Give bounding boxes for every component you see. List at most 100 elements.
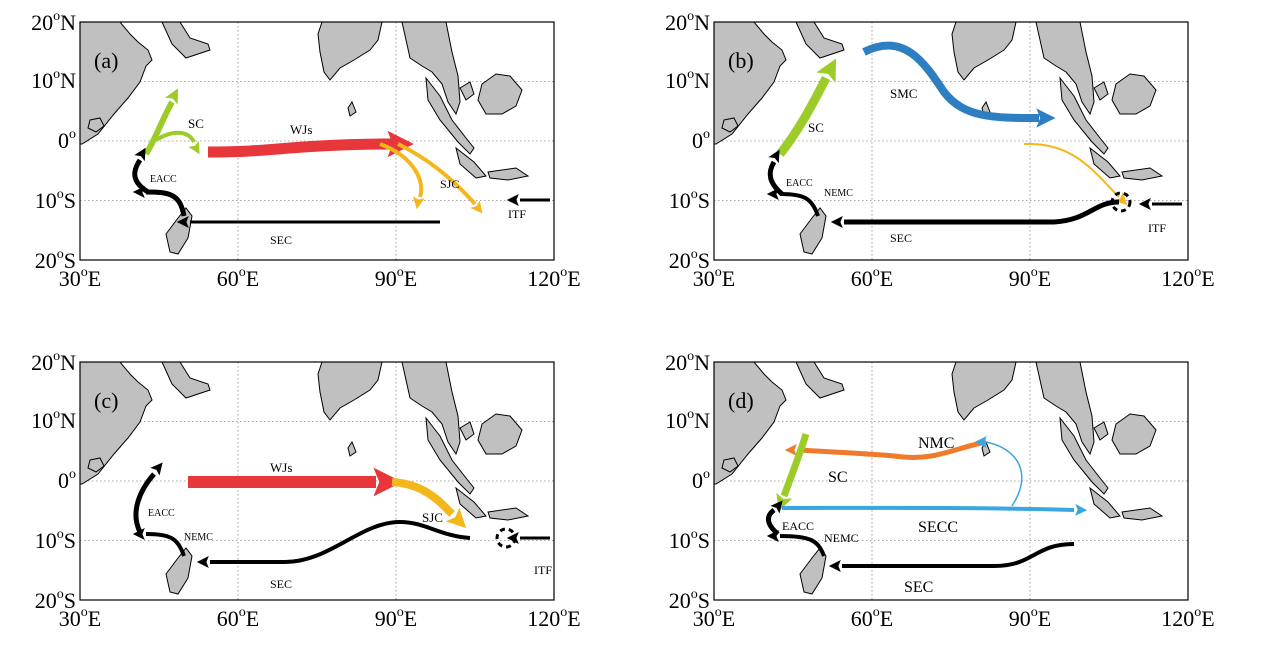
panel-label: (d) bbox=[728, 388, 754, 413]
arrowhead bbox=[412, 196, 425, 210]
lat-tick-label: 20oN bbox=[31, 349, 76, 375]
itf-arrow bbox=[1138, 198, 1182, 210]
arrowhead bbox=[132, 528, 145, 540]
panel-label: (c) bbox=[94, 388, 118, 413]
label-sc: SC bbox=[828, 469, 848, 486]
lat-tick-label: 20oS bbox=[35, 247, 76, 273]
eacc-arrow bbox=[133, 462, 163, 534]
lat-tick-label: 20oS bbox=[669, 587, 710, 613]
lat-tick-label: 10oS bbox=[669, 527, 710, 553]
arrowhead bbox=[828, 560, 841, 572]
currents bbox=[132, 88, 550, 228]
nemc-arrow bbox=[132, 528, 186, 557]
arrowhead bbox=[768, 149, 780, 164]
arrowhead bbox=[176, 216, 189, 228]
wjs-arrow bbox=[188, 467, 403, 497]
arrowhead bbox=[830, 216, 843, 228]
map-frame bbox=[713, 361, 1189, 601]
lon-tick-label: 120oE bbox=[1161, 265, 1214, 291]
itf-eddy-circle bbox=[495, 527, 517, 549]
lon-tick-label: 30oE bbox=[59, 265, 101, 291]
lat-tick-labels: 20oN 10oN 0o 10oS 20oS bbox=[31, 349, 76, 613]
label-sec: SEC bbox=[890, 231, 912, 245]
lat-tick-labels: 20oN 10oN 0o 10oS 20oS bbox=[31, 9, 76, 273]
lon-tick-labels: 30oE 60oE 90oE 120oE bbox=[693, 265, 1215, 291]
map-svg: 20oN 10oN 0o 10oS 20oS 30oE 60oE 90oE 120oE SMC… bbox=[665, 9, 1215, 291]
lat-tick-label: 0o bbox=[692, 467, 710, 493]
label-sjc: SJC bbox=[440, 177, 459, 191]
arrowhead bbox=[784, 444, 797, 456]
lon-tick-label: 30oE bbox=[693, 265, 735, 291]
lon-tick-label: 60oE bbox=[851, 265, 893, 291]
lat-tick-label: 20oS bbox=[35, 587, 76, 613]
nemc-arrow bbox=[766, 188, 820, 217]
arrowhead bbox=[132, 186, 145, 198]
map-frame bbox=[79, 361, 555, 601]
sec-arrow bbox=[176, 216, 440, 228]
lon-tick-label: 120oE bbox=[527, 265, 580, 291]
label-sec: SEC bbox=[904, 579, 933, 596]
map-panel-a: 20oN 10oN 0o 10oS 20oS 30oE 60oE 90oE 120oE SC W… bbox=[0, 0, 634, 318]
lat-tick-label: 10oN bbox=[665, 407, 710, 433]
lon-tick-label: 30oE bbox=[59, 605, 101, 631]
arrowhead bbox=[816, 58, 837, 83]
arrowhead bbox=[196, 556, 209, 568]
lat-tick-label: 10oN bbox=[31, 407, 76, 433]
lat-tick-label: 20oN bbox=[665, 349, 710, 375]
arrowhead bbox=[770, 500, 783, 514]
label-itf: ITF bbox=[508, 207, 526, 221]
lon-tick-label: 60oE bbox=[851, 605, 893, 631]
lon-tick-label: 30oE bbox=[693, 605, 735, 631]
smc-arrow bbox=[862, 41, 1056, 128]
lon-tick-label: 120oE bbox=[1161, 605, 1214, 631]
lat-tick-labels: 20oN 10oN 0o 10oS 20oS bbox=[665, 349, 710, 613]
lat-tick-label: 0o bbox=[58, 127, 76, 153]
current-labels: NMC SC SECC EACC NEMC SEC bbox=[782, 435, 958, 596]
label-sec: SEC bbox=[270, 233, 292, 247]
lon-tick-label: 90oE bbox=[1009, 605, 1051, 631]
sec-arrow bbox=[828, 542, 1075, 572]
lon-tick-label: 60oE bbox=[217, 605, 259, 631]
lon-tick-label: 90oE bbox=[375, 265, 417, 291]
secc-arrow bbox=[781, 503, 1088, 516]
map-frame bbox=[79, 21, 555, 261]
label-eacc: EACC bbox=[150, 174, 177, 185]
currents bbox=[766, 41, 1182, 228]
lon-tick-label: 120oE bbox=[527, 605, 580, 631]
map-svg: 20oN 10oN 0o 10oS 20oS 30oE 60oE 90oE 120oE NMC… bbox=[665, 349, 1215, 631]
lon-tick-label: 90oE bbox=[1009, 265, 1051, 291]
panel-label: (b) bbox=[728, 48, 754, 73]
lon-tick-label: 90oE bbox=[375, 605, 417, 631]
arrowhead bbox=[974, 436, 987, 448]
lon-tick-labels: 30oE 60oE 90oE 120oE bbox=[693, 605, 1215, 631]
lon-tick-labels: 30oE 60oE 90oE 120oE bbox=[59, 605, 581, 631]
sec-arrow bbox=[196, 519, 471, 568]
label-nemc: NEMC bbox=[824, 188, 853, 199]
label-itf: ITF bbox=[1148, 221, 1166, 235]
lat-tick-label: 10oS bbox=[35, 187, 76, 213]
lat-tick-labels: 20oN 10oN 0o 10oS 20oS bbox=[665, 9, 710, 273]
label-nemc: NEMC bbox=[824, 531, 859, 545]
label-smc: SMC bbox=[890, 86, 917, 101]
sc-arrow-2 bbox=[154, 130, 200, 155]
sc-arrow-1 bbox=[143, 88, 179, 156]
current-labels: SC WJs EACC SJC SEC ITF bbox=[150, 116, 526, 247]
arrowhead bbox=[134, 147, 146, 162]
label-itf: ITF bbox=[534, 563, 552, 577]
map-panel-d: 20oN 10oN 0o 10oS 20oS 30oE 60oE 90oE 120oE NMC… bbox=[634, 340, 1268, 658]
label-eacc: EACC bbox=[786, 178, 813, 189]
arrowhead bbox=[766, 188, 779, 200]
label-sjc: SJC bbox=[422, 510, 443, 525]
eacc-arrow bbox=[766, 500, 783, 536]
label-sc: SC bbox=[808, 120, 824, 135]
eacc-arrow bbox=[767, 149, 784, 196]
current-labels: WJs EACC NEMC SJC SEC ITF bbox=[148, 460, 552, 591]
lon-tick-label: 60oE bbox=[217, 265, 259, 291]
map-svg: 20oN 10oN 0o 10oS 20oS 30oE 60oE 90oE 120oE WJs… bbox=[31, 349, 581, 631]
currents bbox=[766, 432, 1088, 572]
label-nemc: NEMC bbox=[184, 532, 213, 543]
lat-tick-label: 0o bbox=[692, 127, 710, 153]
itf-arrow bbox=[506, 194, 550, 206]
current-labels: SMC SC EACC NEMC SEC ITF bbox=[786, 86, 1166, 245]
sc-arrow bbox=[776, 58, 837, 157]
